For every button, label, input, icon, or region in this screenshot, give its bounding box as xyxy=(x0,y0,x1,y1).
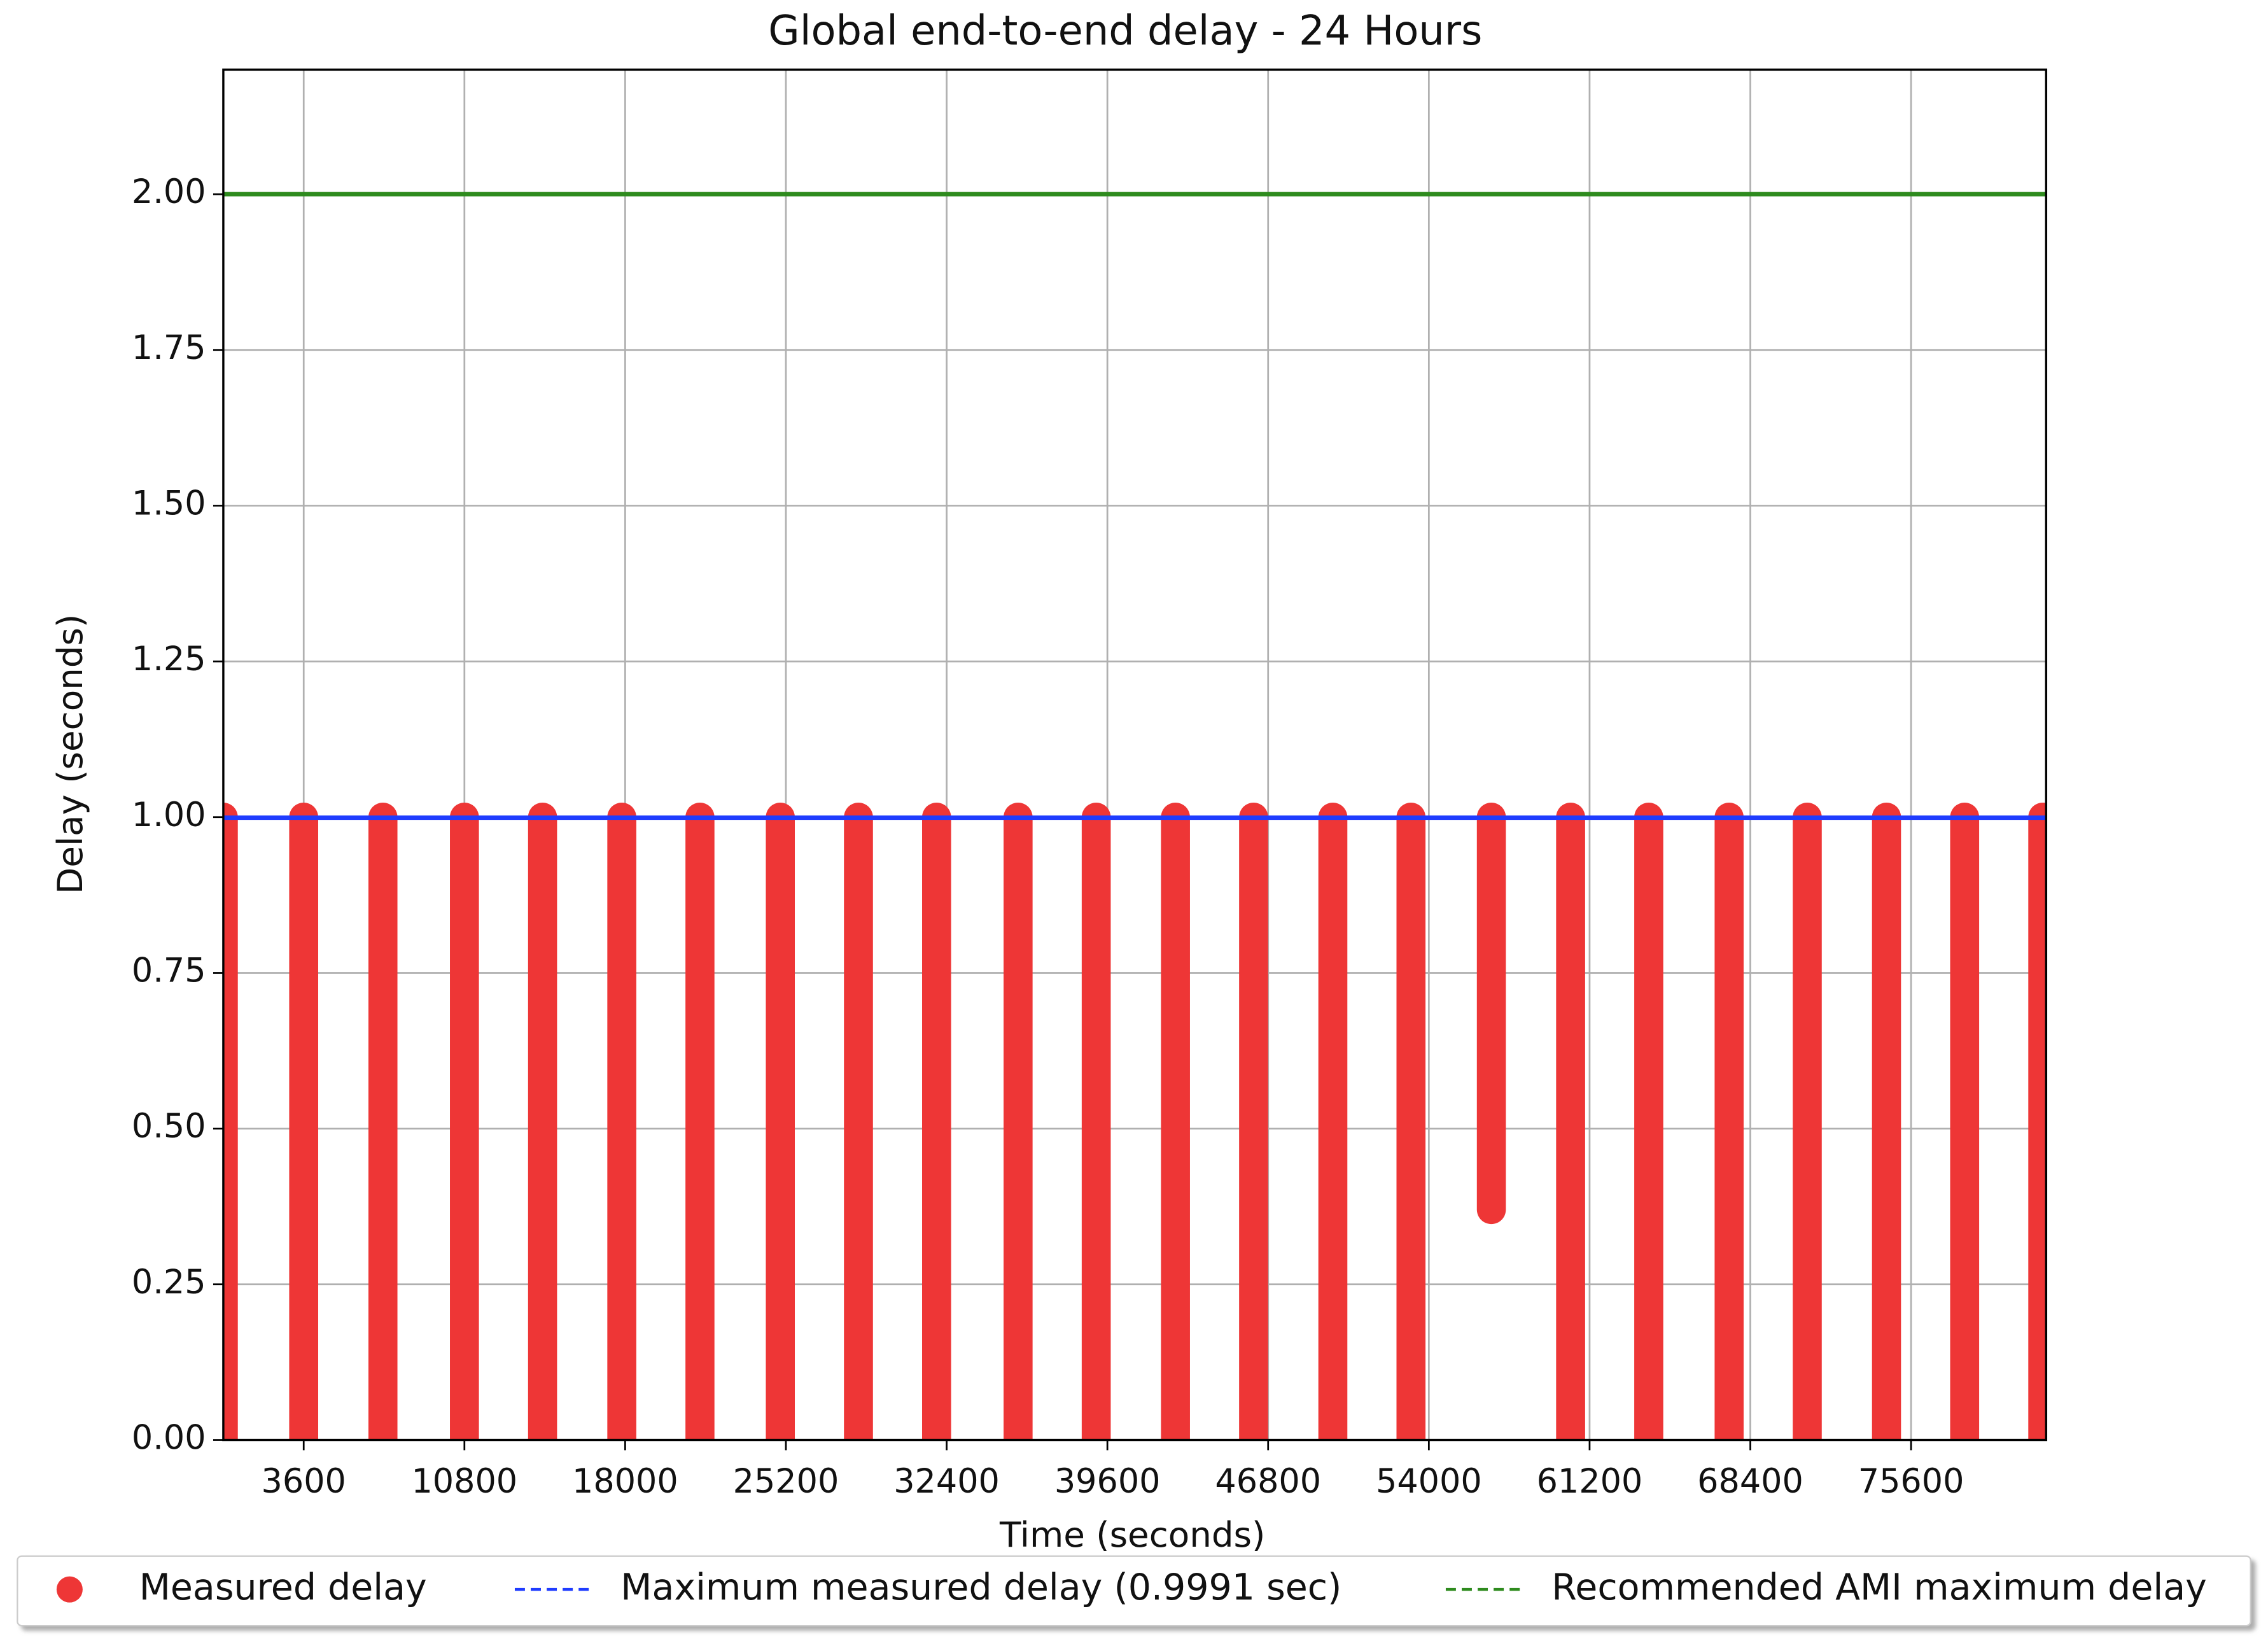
measured-delay-range xyxy=(1634,803,1663,1440)
legend-box xyxy=(17,1555,2251,1627)
measured-delay-range xyxy=(844,803,873,1440)
y-tick-label: 0.25 xyxy=(132,1263,206,1302)
measured-delay-range xyxy=(1556,803,1585,1440)
x-axis-label: Time (seconds) xyxy=(999,1514,1265,1555)
x-tick-label: 25200 xyxy=(733,1462,839,1501)
measured-delay-range xyxy=(1950,803,1980,1440)
measured-delay-range xyxy=(1396,803,1426,1440)
measured-delay-range xyxy=(289,803,319,1440)
measured-delay-range xyxy=(450,803,479,1440)
y-axis-label: Delay (seconds) xyxy=(50,614,90,894)
measured-delay-range xyxy=(1872,803,1901,1440)
x-tick-label: 32400 xyxy=(893,1462,1000,1501)
x-tick-label: 3600 xyxy=(262,1462,346,1501)
plot-frame xyxy=(222,68,2048,1442)
measured-delay-range xyxy=(1081,803,1111,1440)
ticks: 0.00 0.25 0.50 0.75 1.00 1.25 1.50 1.75 2.00 3600… xyxy=(132,172,1964,1501)
x-tick-label: 10800 xyxy=(411,1462,517,1501)
measured-delay-range xyxy=(1004,803,1033,1440)
x-tick-label: 68400 xyxy=(1697,1462,1803,1501)
measured-delay-range xyxy=(1793,803,1822,1440)
measured-delay-range xyxy=(1476,802,1506,1225)
y-tick-label: 0.50 xyxy=(132,1107,206,1146)
measured-delay-range xyxy=(368,803,398,1440)
y-tick-label: 2.00 xyxy=(132,172,206,211)
measured-delay-range xyxy=(1318,803,1348,1440)
x-tick-label: 54000 xyxy=(1376,1462,1482,1501)
x-tick-label: 39600 xyxy=(1054,1462,1161,1501)
x-tick-label: 46800 xyxy=(1215,1462,1321,1501)
measured-delay-range xyxy=(2028,803,2047,1440)
measured-delay-range xyxy=(922,803,951,1440)
plot-area xyxy=(223,192,2047,1440)
measured-delay-range xyxy=(1239,803,1268,1440)
measured-delay-range xyxy=(1161,803,1190,1440)
measured-delay-range xyxy=(685,803,715,1440)
grid xyxy=(223,69,2047,1441)
measured-delay-range xyxy=(223,803,238,1440)
measured-delay-range xyxy=(766,803,795,1440)
x-tick-label: 75600 xyxy=(1858,1462,1964,1501)
x-tick-label: 61200 xyxy=(1537,1462,1643,1501)
legend-label: Measured delay xyxy=(139,1566,427,1608)
measured-delay-range xyxy=(607,803,636,1440)
y-tick-label: 1.50 xyxy=(132,484,206,523)
legend-marker xyxy=(56,1576,83,1603)
y-tick-label: 1.75 xyxy=(132,328,206,367)
measured-delay-range xyxy=(1714,803,1744,1440)
chart-title: Global end-to-end delay - 24 Hours xyxy=(768,8,1482,55)
y-tick-label: 0.00 xyxy=(132,1418,206,1457)
x-tick-label: 18000 xyxy=(572,1462,678,1501)
y-tick-label: 1.25 xyxy=(132,640,206,679)
legend: Measured delay Maximum measured delay (0.… xyxy=(17,1555,2251,1627)
legend-label: Maximum measured delay (0.9991 sec) xyxy=(620,1566,1341,1608)
y-tick-label: 0.75 xyxy=(132,951,206,990)
measured-delay-range xyxy=(528,803,557,1440)
y-tick-label: 1.00 xyxy=(132,796,206,834)
legend-label: Recommended AMI maximum delay xyxy=(1551,1566,2207,1608)
